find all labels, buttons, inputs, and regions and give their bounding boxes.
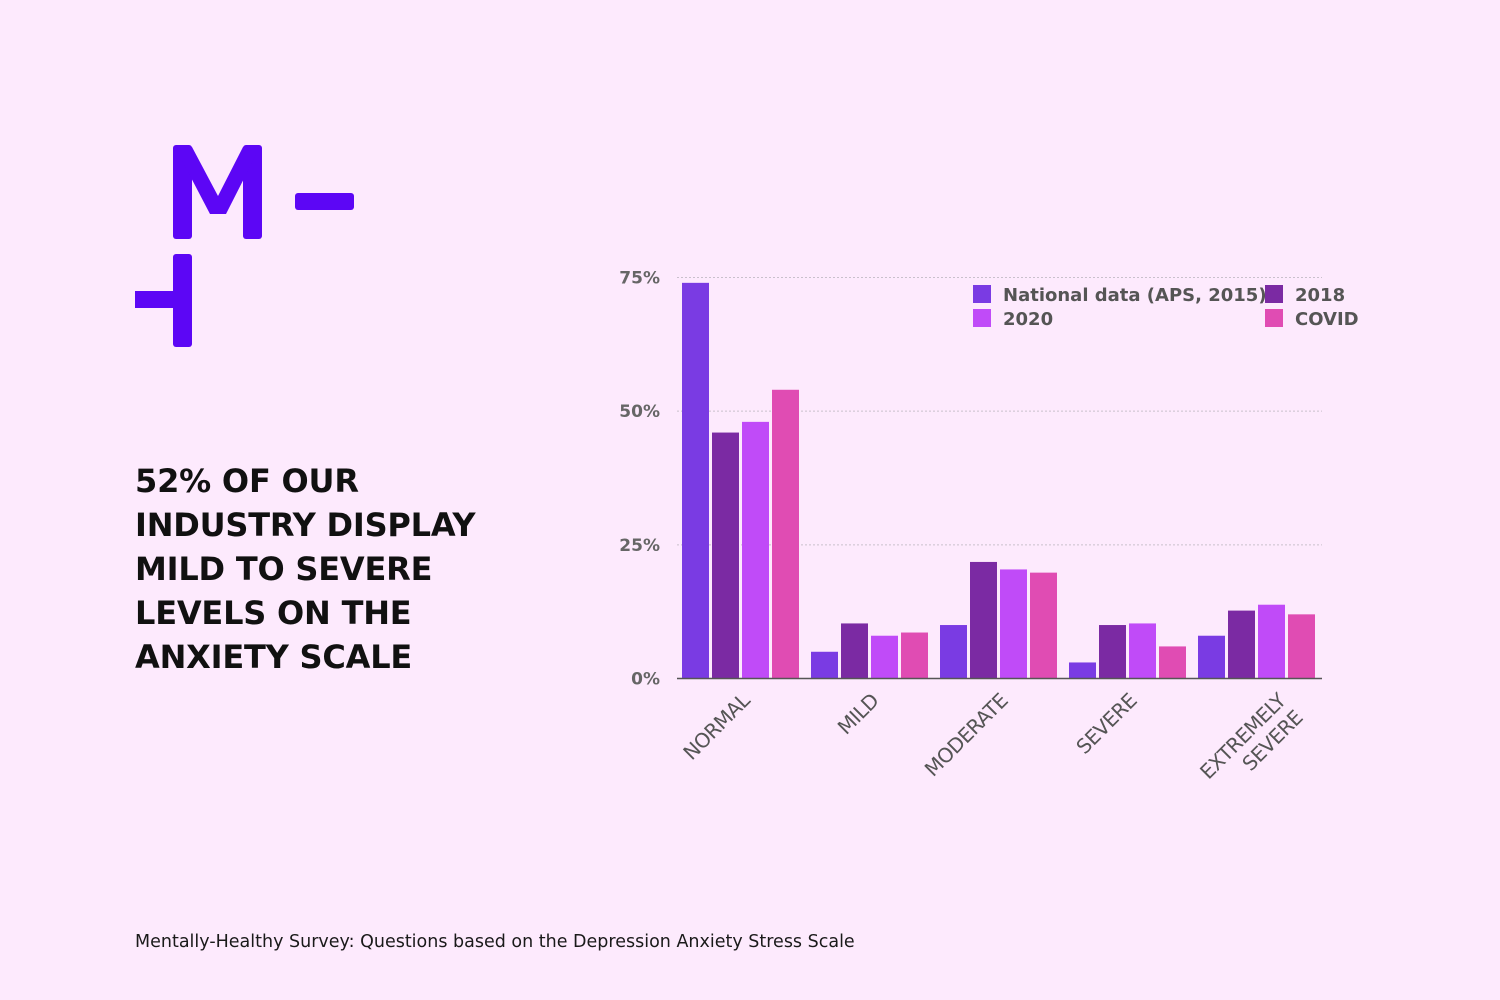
bar [970, 561, 997, 679]
bar [901, 632, 928, 679]
bar [1129, 623, 1156, 679]
logo-m-diagonal [175, 147, 260, 214]
bar [712, 432, 739, 679]
bar [1258, 604, 1285, 679]
headline-line: INDUSTRY DISPLAY [135, 506, 476, 544]
legend-label: 2018 [1295, 285, 1345, 306]
bar [1159, 646, 1186, 679]
bar [1030, 572, 1057, 679]
x-tick-label: MILD [833, 688, 884, 739]
bar [682, 282, 709, 679]
x-tick-label: EXTREMELYSEVERE [1195, 688, 1308, 801]
headline-line: MILD TO SEVERE [135, 550, 433, 588]
headline-line: ANXIETY SCALE [135, 638, 413, 676]
x-tick-label: SEVERE [1071, 688, 1141, 758]
headline-line: 52% OF OUR [135, 462, 359, 500]
bar [772, 389, 799, 679]
bar [1000, 569, 1027, 679]
bar [1099, 625, 1126, 679]
legend-swatch [973, 309, 991, 327]
x-tick-label: NORMAL [678, 688, 755, 765]
bar [841, 623, 868, 679]
legend-label: National data (APS, 2015) [1003, 285, 1267, 306]
y-tick-label: 75% [619, 269, 660, 289]
bar [1069, 662, 1096, 679]
bar [742, 421, 769, 679]
legend-swatch [1265, 309, 1283, 327]
legend-swatch [973, 285, 991, 303]
bar [1288, 614, 1315, 679]
legend-label: COVID [1295, 309, 1359, 330]
y-tick-label: 25% [619, 536, 660, 556]
legend-label: 2020 [1003, 309, 1053, 330]
mentally-healthy-logo [135, 145, 354, 347]
logo-h-stroke [173, 254, 192, 347]
x-tick-label: MODERATE [920, 688, 1013, 781]
bar [1198, 635, 1225, 679]
bar [871, 635, 898, 679]
y-tick-label: 50% [619, 402, 660, 422]
y-tick-label: 0% [631, 670, 660, 690]
bar [940, 625, 967, 679]
bar [811, 651, 838, 679]
footnote: Mentally-Healthy Survey: Questions based… [135, 932, 855, 952]
headline-line: LEVELS ON THE [135, 594, 412, 632]
logo-h-bar [135, 291, 180, 308]
legend-swatch [1265, 285, 1283, 303]
headline: 52% OF OUR INDUSTRY DISPLAY MILD TO SEVE… [135, 459, 515, 679]
logo-dash [295, 193, 354, 210]
bar [1228, 610, 1255, 679]
